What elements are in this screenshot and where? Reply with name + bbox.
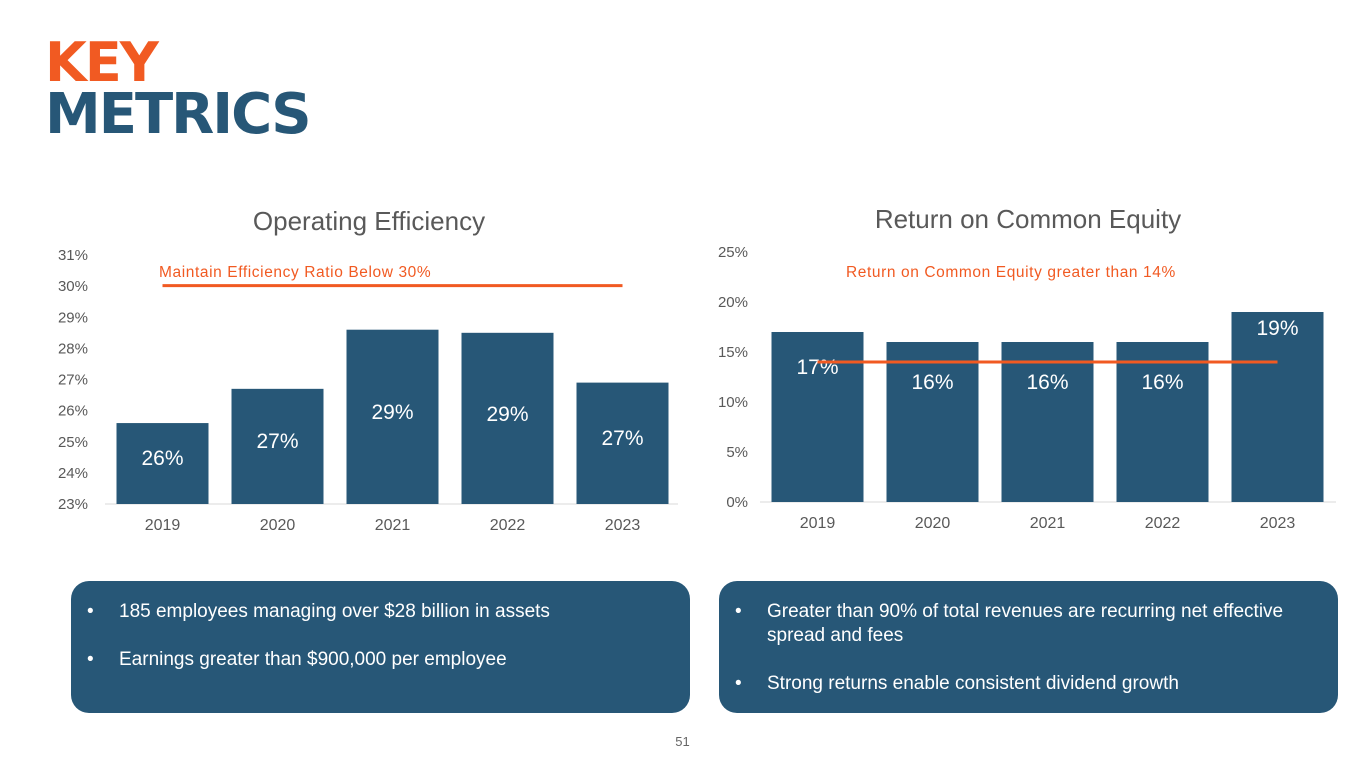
- right-bullet-panel: Greater than 90% of total revenues are r…: [719, 581, 1338, 713]
- bar: [346, 329, 439, 504]
- x-tick-label: 2019: [800, 515, 836, 532]
- return-on-equity-chart: Return on Common Equity 0% 5% 10% 15% 20% 25% 1…: [690, 195, 1355, 550]
- x-tick-label: 2020: [915, 515, 951, 532]
- bar: [116, 423, 209, 504]
- data-label: 17%: [796, 356, 838, 379]
- y-tick-label: 23%: [58, 496, 88, 513]
- y-tick-label: 27%: [58, 372, 88, 389]
- title-key: KEY: [45, 31, 159, 94]
- x-tick-label: 2022: [1145, 515, 1181, 532]
- left-bullet-list: 185 employees managing over $28 billion …: [71, 600, 570, 672]
- x-tick-label: 2022: [490, 517, 526, 534]
- bar: [1231, 312, 1324, 502]
- y-tick-label: 29%: [58, 309, 88, 326]
- bullet-item: Greater than 90% of total revenues are r…: [719, 600, 1314, 648]
- x-tick-label: 2023: [605, 517, 641, 534]
- data-label: 26%: [141, 447, 183, 470]
- bullet-item: Earnings greater than $900,000 per emplo…: [71, 648, 570, 672]
- right-bullet-list: Greater than 90% of total revenues are r…: [719, 600, 1314, 696]
- bar: [1116, 342, 1209, 502]
- y-tick-label: 25%: [58, 434, 88, 451]
- y-tick-label: 10%: [718, 394, 748, 411]
- x-tick-label: 2021: [1030, 515, 1066, 532]
- y-tick-label: 31%: [58, 247, 88, 264]
- return-on-equity-svg: Return on Common Equity 0% 5% 10% 15% 20% 25% 1…: [718, 204, 1336, 532]
- target-label: Maintain Efficiency Ratio Below 30%: [159, 264, 431, 281]
- y-tick-label: 30%: [58, 278, 88, 295]
- y-tick-label: 24%: [58, 465, 88, 482]
- x-tick-label: 2019: [145, 517, 181, 534]
- target-label: Return on Common Equity greater than 14%: [846, 264, 1176, 281]
- chart-title: Operating Efficiency: [253, 206, 485, 236]
- bar: [1001, 342, 1094, 502]
- title-metrics: METRICS: [45, 82, 312, 147]
- data-label: 29%: [371, 401, 413, 424]
- data-label: 19%: [1256, 317, 1298, 340]
- x-tick-label: 2020: [260, 517, 296, 534]
- page-number: 51: [675, 734, 690, 749]
- bullet-item: 185 employees managing over $28 billion …: [71, 600, 570, 624]
- bar: [231, 388, 324, 504]
- y-tick-label: 25%: [718, 244, 748, 261]
- y-tick-label: 0%: [726, 494, 748, 511]
- data-label: 16%: [1141, 371, 1183, 394]
- data-label: 16%: [1026, 371, 1068, 394]
- x-tick-label: 2023: [1260, 515, 1296, 532]
- y-tick-label: 5%: [726, 444, 748, 461]
- y-tick-label: 15%: [718, 344, 748, 361]
- chart-title: Return on Common Equity: [875, 204, 1181, 234]
- bar: [461, 332, 554, 504]
- left-bullet-panel: 185 employees managing over $28 billion …: [71, 581, 690, 713]
- bar: [576, 382, 669, 504]
- data-label: 29%: [486, 403, 528, 426]
- operating-efficiency-chart: Operating Efficiency 23% 24% 25% 26% 27% 28% 29…: [40, 195, 700, 550]
- x-tick-label: 2021: [375, 517, 411, 534]
- operating-efficiency-svg: Operating Efficiency 23% 24% 25% 26% 27% 28% 29…: [58, 206, 678, 534]
- data-label: 27%: [601, 427, 643, 450]
- bullet-item: Strong returns enable consistent dividen…: [719, 672, 1314, 696]
- y-tick-label: 20%: [718, 294, 748, 311]
- bar: [771, 332, 864, 502]
- y-tick-label: 26%: [58, 403, 88, 420]
- bar: [886, 342, 979, 502]
- y-tick-label: 28%: [58, 340, 88, 357]
- data-label: 27%: [256, 430, 298, 453]
- data-label: 16%: [911, 371, 953, 394]
